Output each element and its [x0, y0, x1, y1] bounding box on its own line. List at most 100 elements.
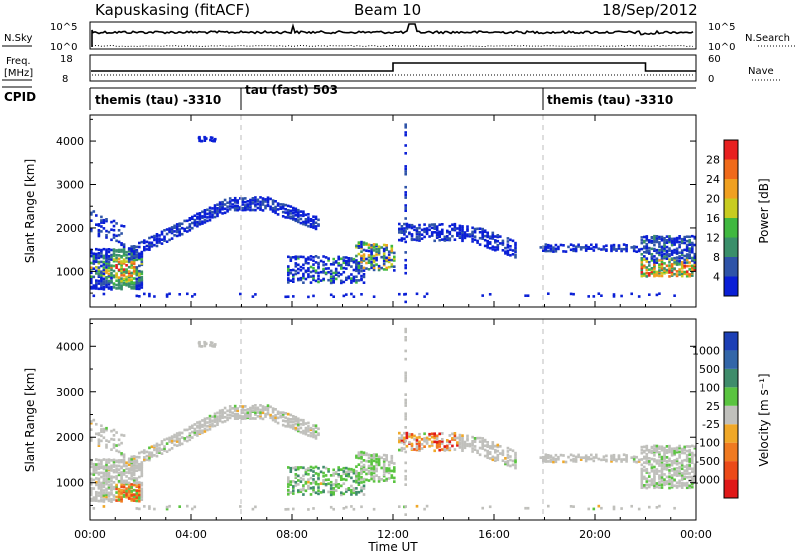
power-echo-cell: [441, 232, 444, 236]
velocity-echo-cell: [691, 482, 694, 486]
power-echo-cell: [158, 234, 161, 237]
power-echo-cell: [264, 198, 267, 201]
velocity-echo-cell: [105, 472, 108, 476]
power-echo-cell: [309, 225, 313, 229]
velocity-echo-cell: [658, 459, 661, 462]
power-echo-cell: [683, 270, 686, 274]
velocity-echo-cell: [471, 440, 474, 443]
power-echo-cell: [691, 271, 694, 274]
power-echo-cell: [241, 197, 245, 200]
power-echo-cell: [302, 222, 305, 226]
velocity-echo-cell: [122, 458, 126, 461]
velocity-echo-cell: [135, 455, 139, 459]
power-echo-cell: [140, 260, 144, 264]
velocity-echo-cell: [107, 461, 111, 464]
power-echo-cell: [322, 277, 325, 281]
power-echo-cell: [314, 221, 318, 225]
power-echo-cell: [304, 277, 308, 281]
velocity-echo-cell: [514, 453, 517, 457]
power-echo-cell: [405, 225, 409, 228]
power-echo-cell: [655, 235, 659, 238]
velocity-echo-cell: [143, 505, 146, 508]
power-echo-cell: [314, 261, 318, 264]
velocity-echo-cell: [577, 453, 580, 457]
velocity-echo-cell: [355, 487, 358, 490]
power-echo-cell: [400, 229, 404, 233]
power-echo-cell: [289, 269, 293, 272]
velocity-echo-cell: [213, 418, 217, 422]
power-echo-cell: [110, 248, 113, 252]
velocity-echo-cell: [102, 436, 106, 440]
velocity-echo-cell: [299, 466, 303, 469]
velocity-echo-cell: [292, 466, 295, 470]
power-echo-cell: [691, 234, 694, 238]
power-echo-cell: [683, 248, 686, 252]
power-echo-cell: [491, 231, 495, 235]
velocity-echo-cell: [377, 457, 381, 461]
velocity-echo-cell: [404, 461, 407, 465]
velocity-echo-cell: [302, 431, 305, 435]
velocity-echo-cell: [658, 469, 661, 473]
velocity-echo-cell: [552, 456, 555, 460]
velocity-echo-cell: [90, 477, 93, 481]
power-echo-cell: [506, 249, 510, 253]
power-echo-cell: [655, 259, 659, 262]
velocity-echo-cell: [443, 449, 447, 452]
power-echo-cell: [390, 246, 394, 250]
velocity-echo-cell: [97, 442, 101, 446]
velocity-echo-cell: [188, 425, 192, 429]
velocity-echo-cell: [587, 457, 590, 461]
power-echo-cell: [404, 144, 407, 147]
power-echo-cell: [90, 254, 93, 258]
velocity-echo-cell: [483, 454, 487, 458]
power-echo-cell: [360, 269, 363, 273]
velocity-echo-cell: [645, 469, 649, 473]
velocity-echo-cell: [390, 457, 394, 460]
velocity-echo-cell: [209, 344, 212, 347]
velocity-echo-cell: [456, 436, 459, 440]
velocity-echo-cell: [446, 444, 449, 448]
colorbar-frame: [723, 139, 739, 297]
cpid-mode-3: themis (tau) -3310: [547, 93, 673, 107]
velocity-echo-cell: [590, 453, 593, 457]
power-echo-cell: [228, 200, 232, 203]
power-echo-cell: [132, 265, 136, 269]
power-echo-cell: [655, 274, 659, 277]
power-echo-cell: [92, 210, 96, 213]
power-echo-cell: [201, 210, 204, 214]
power-echo-cell: [292, 215, 295, 218]
velocity-echo-cell: [514, 459, 517, 462]
power-echo-cell: [105, 250, 108, 254]
power-echo-cell: [188, 223, 192, 226]
power-echo-cell: [210, 139, 214, 142]
power-echo-cell: [112, 269, 116, 273]
power-echo-cell: [107, 281, 111, 284]
power-echo-cell: [226, 208, 229, 211]
power-echo-cell: [506, 243, 510, 246]
power-echo-cell: [665, 268, 669, 272]
power-echo-cell: [413, 238, 416, 241]
velocity-echo-cell: [663, 481, 666, 485]
velocity-echo-cell: [347, 474, 351, 478]
velocity-echo-cell: [107, 477, 111, 481]
velocity-echo-cell: [90, 472, 93, 476]
power-echo-cell: [382, 254, 386, 258]
velocity-echo-cell: [127, 481, 131, 485]
velocity-echo-cell: [135, 481, 139, 485]
power-echo-cell: [105, 276, 108, 279]
power-echo-cell: [322, 267, 325, 271]
power-echo-cell: [668, 254, 671, 258]
velocity-echo-cell: [453, 438, 457, 441]
velocity-echo-cell: [413, 437, 416, 441]
power-echo-cell: [557, 247, 560, 251]
power-echo-cell: [276, 213, 280, 216]
velocity-echo-cell: [471, 444, 474, 447]
power-echo-cell: [120, 242, 123, 245]
power-echo-cell: [292, 295, 295, 298]
velocity-echo-cell: [393, 466, 396, 469]
velocity-echo-cell: [329, 505, 333, 509]
power-echo-cell: [223, 198, 227, 202]
velocity-echo-cell: [415, 448, 419, 452]
velocity-echo-cell: [183, 439, 186, 442]
velocity-echo-cell: [685, 445, 689, 448]
